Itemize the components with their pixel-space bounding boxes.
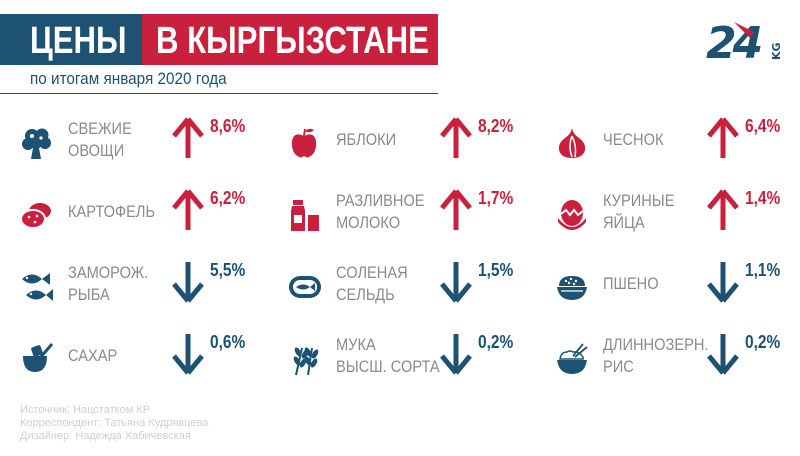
item-label: ЗАМОРОЖ. РЫБА: [68, 263, 149, 304]
arrow-up-icon: [440, 117, 472, 158]
item-fresh-vegetables: СВЕЖИЕ ОВОЩИ 8,6%: [20, 116, 270, 178]
subtitle-bar: по итогам января 2020 года: [0, 65, 438, 94]
sugar-icon: [23, 343, 54, 372]
item-label: МУКА ВЫСШ. СОРТА: [336, 335, 440, 376]
item-label: КАРТОФЕЛЬ: [68, 202, 156, 221]
apple-icon: [291, 128, 317, 158]
subtitle: по итогам января 2020 года: [30, 69, 227, 88]
potato-icon: [20, 203, 51, 229]
arrow-down-icon: [707, 262, 739, 303]
arrow-down-icon: [172, 334, 204, 375]
fish-icon: [22, 273, 53, 301]
item-frozen-fish: ЗАМОРОЖ. РЫБА 5,5%: [20, 260, 270, 322]
arrow-down-icon: [440, 262, 472, 303]
arrow-up-icon: [707, 117, 739, 158]
item-label: ЯБЛОКИ: [336, 130, 397, 149]
title-right: В КЫРГЫЗСТАНЕ: [156, 20, 429, 62]
broccoli-icon: [22, 128, 51, 159]
item-label: СОЛЕНАЯ СЕЛЬДЬ: [336, 263, 408, 304]
item-change-value: 1,5%: [478, 260, 514, 280]
arrow-up-icon: [440, 189, 472, 230]
logo-24kg-icon: 24 KG: [706, 18, 783, 68]
arrow-down-icon: [440, 334, 472, 375]
arrow-down-icon: [707, 334, 739, 375]
item-change-value: 8,2%: [478, 116, 514, 136]
credit-correspondent: Корреспондент: Татьяна Кудрявцева: [20, 417, 209, 429]
arrow-up-icon: [707, 189, 739, 230]
item-change-value: 6,4%: [745, 116, 781, 136]
item-change-value: 1,7%: [478, 188, 514, 208]
item-label: ЧЕСНОК: [603, 130, 664, 149]
item-label: ДЛИННОЗЕРН. РИС: [603, 335, 709, 376]
item-millet: ПШЕНО 1,1%: [555, 260, 800, 322]
item-change-value: 1,1%: [745, 260, 781, 280]
herring-can-icon: [289, 276, 321, 298]
title-right-block: В КЫРГЫЗСТАНЕ: [142, 14, 438, 65]
item-milk: РАЗЛИВНОЕ МОЛОКО 1,7%: [288, 188, 538, 250]
item-label: САХАР: [68, 346, 118, 365]
eggs-icon: [558, 200, 586, 230]
milk-icon: [291, 200, 319, 231]
item-change-value: 6,2%: [210, 188, 246, 208]
wheat-icon: [293, 347, 319, 376]
item-sugar: САХАР 0,6%: [20, 332, 270, 394]
item-change-value: 1,4%: [745, 188, 781, 208]
item-flour: МУКА ВЫСШ. СОРТА 0,2%: [288, 332, 538, 394]
item-change-value: 8,6%: [210, 116, 246, 136]
arrow-up-icon: [172, 117, 204, 158]
arrow-up-icon: [172, 189, 204, 230]
item-eggs: КУРИНЫЕ ЯЙЦА 1,4%: [555, 188, 800, 250]
item-label: КУРИНЫЕ ЯЙЦА: [603, 191, 675, 232]
item-salted-herring: СОЛЕНАЯ СЕЛЬДЬ 1,5%: [288, 260, 538, 322]
item-label: РАЗЛИВНОЕ МОЛОКО: [336, 191, 425, 232]
item-potato: КАРТОФЕЛЬ 6,2%: [20, 188, 270, 250]
title-left-block: ЦЕНЫ: [0, 14, 142, 65]
item-change-value: 0,2%: [478, 332, 514, 352]
logo-number: 24: [706, 18, 761, 68]
garlic-icon: [558, 128, 586, 158]
logo-suffix: KG: [770, 42, 783, 60]
item-garlic: ЧЕСНОК 6,4%: [555, 116, 800, 178]
credit-source: Источник: Нацстатком КР: [20, 404, 151, 416]
item-change-value: 0,6%: [210, 332, 246, 352]
item-apples: ЯБЛОКИ 8,2%: [288, 116, 538, 178]
credit-designer: Дизайнер: Надежда Хабичевская: [20, 430, 191, 442]
rice-bowl-icon: [557, 343, 588, 374]
item-change-value: 5,5%: [210, 260, 246, 280]
item-label: ПШЕНО: [603, 274, 659, 293]
item-label: СВЕЖИЕ ОВОЩИ: [68, 119, 132, 160]
item-long-grain-rice: ДЛИННОЗЕРН. РИС 0,2%: [555, 332, 800, 394]
title-left: ЦЕНЫ: [30, 20, 127, 62]
item-change-value: 0,2%: [745, 332, 781, 352]
millet-bowl-icon: [557, 276, 587, 300]
credits: Источник: Нацстатком КР Корреспондент: Т…: [20, 404, 208, 443]
arrow-down-icon: [172, 262, 204, 303]
